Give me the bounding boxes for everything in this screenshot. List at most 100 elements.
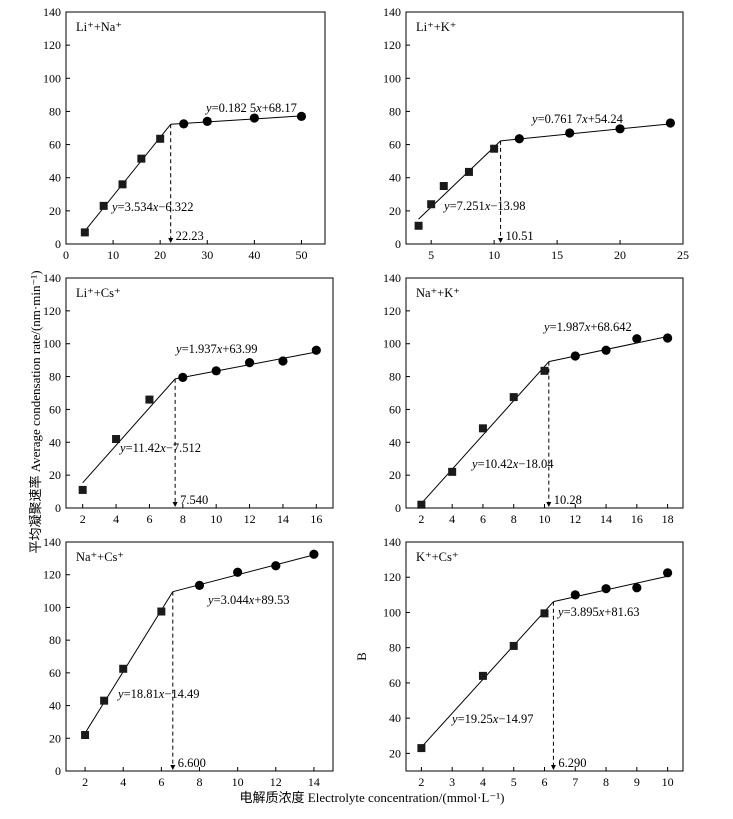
y-tick-label: 0 <box>395 501 401 515</box>
chart-panel-1: 0 20 40 60 80 100 120 140 0 10 20 30 40 50 Li⁺+Na⁺ 22.2… <box>43 5 326 262</box>
y-tick-label: 20 <box>49 204 61 218</box>
data-point-circle <box>601 345 611 355</box>
data-point-square <box>119 664 128 673</box>
y-tick-label: 120 <box>43 38 61 52</box>
y-tick-label: 140 <box>383 5 401 19</box>
panel-label: Na⁺+K⁺ <box>416 286 460 300</box>
y-tick-label: 20 <box>389 468 401 482</box>
data-point-circle <box>570 351 580 361</box>
x-tick-label: 20 <box>154 248 166 262</box>
data-point-circle <box>178 372 188 382</box>
y-tick-label: 120 <box>383 570 401 584</box>
data-point-square <box>417 500 426 509</box>
data-point-circle <box>309 549 319 559</box>
breakpoint-arrow <box>168 238 174 243</box>
x-tick-label: 5 <box>428 248 434 262</box>
x-tick-label: 25 <box>677 248 689 262</box>
breakpoint-arrow <box>170 765 176 770</box>
y-tick-label: 20 <box>49 731 61 745</box>
data-point-square <box>478 424 487 433</box>
x-tick-label: 9 <box>634 775 640 789</box>
y-tick-label: 80 <box>49 370 61 384</box>
panel-label: Li⁺+K⁺ <box>416 20 456 34</box>
x-tick-label: 4 <box>449 512 455 526</box>
data-point-circle <box>565 128 575 138</box>
y-tick-label: 80 <box>389 104 401 118</box>
x-tick-label: 10 <box>662 775 674 789</box>
x-tick-label: 2 <box>82 775 88 789</box>
x-tick-label: 14 <box>308 775 320 789</box>
x-tick-label: 12 <box>244 512 256 526</box>
y-tick-label: 100 <box>43 337 61 351</box>
y-tick-label: 0 <box>55 764 61 778</box>
x-tick-label: 4 <box>480 775 486 789</box>
fit-line-high <box>500 123 671 142</box>
fit-equation-high: y=0.761 7x+54.24 <box>530 112 624 126</box>
breakpoint-arrow <box>172 502 178 507</box>
y-tick-label: 60 <box>49 402 61 416</box>
x-tick-label: 12 <box>270 775 282 789</box>
data-point-circle <box>615 124 625 134</box>
plot-frame <box>405 541 684 772</box>
plot-frame <box>405 11 684 245</box>
data-point-square <box>464 167 473 176</box>
plot-frame <box>65 541 334 772</box>
y-tick-label: 140 <box>43 535 61 549</box>
y-tick-label: 140 <box>43 5 61 19</box>
data-point-square <box>112 435 121 443</box>
panel-y-axis-label: B <box>354 652 369 661</box>
x-tick-label: 7 <box>572 775 578 789</box>
breakpoint-label: 6.290 <box>558 756 586 770</box>
x-tick-label: 50 <box>295 248 307 262</box>
data-point-circle <box>570 590 580 600</box>
data-point-square <box>145 395 154 404</box>
breakpoint-arrow <box>546 502 552 507</box>
figure-x-axis-label: 电解质浓度 Electrolyte concentration/(mmol·L⁻… <box>240 790 505 805</box>
y-tick-label: 60 <box>49 666 61 680</box>
x-tick-label: 16 <box>631 512 643 526</box>
y-tick-label: 80 <box>389 641 401 655</box>
y-tick-label: 20 <box>389 204 401 218</box>
x-tick-label: 8 <box>603 775 609 789</box>
y-tick-label: 20 <box>49 468 61 482</box>
data-point-square <box>417 744 426 753</box>
fit-equation-high: y=3.044x+89.53 <box>206 593 290 607</box>
fit-line-low <box>82 378 176 484</box>
fit-line-high <box>170 115 302 125</box>
y-tick-label: 20 <box>389 746 401 760</box>
panel-label: Li⁺+Na⁺ <box>76 20 122 34</box>
x-tick-label: 10 <box>539 512 551 526</box>
data-point-square <box>157 607 166 616</box>
y-tick-label: 80 <box>49 633 61 647</box>
y-tick-label: 40 <box>49 171 61 185</box>
data-point-circle <box>514 134 524 144</box>
fit-equation-low: y=18.81x−14.49 <box>116 687 200 701</box>
data-point-square <box>81 731 90 740</box>
data-point-circle <box>271 561 281 571</box>
y-tick-label: 0 <box>395 237 401 251</box>
fit-line-high <box>175 351 317 380</box>
y-tick-label: 100 <box>43 71 61 85</box>
data-point-square <box>509 641 518 650</box>
x-tick-label: 8 <box>197 775 203 789</box>
x-tick-label: 4 <box>113 512 119 526</box>
x-tick-label: 8 <box>511 512 517 526</box>
fit-equation-high: y=0.182 5x+68.17 <box>204 101 297 115</box>
data-point-square <box>540 609 549 618</box>
fit-equation-high: y=1.937x+63.99 <box>174 342 258 356</box>
breakpoint-label: 10.51 <box>506 229 534 243</box>
x-tick-label: 20 <box>614 248 626 262</box>
fit-equation-low: y=19.25x−14.97 <box>450 712 534 726</box>
data-point-circle <box>233 567 243 577</box>
fit-equation-low: y=3.534x−6.322 <box>110 200 194 214</box>
y-tick-label: 40 <box>49 699 61 713</box>
x-tick-label: 2 <box>418 775 424 789</box>
data-point-square <box>118 180 127 189</box>
data-point-circle <box>194 580 205 590</box>
plot-frame <box>65 11 326 245</box>
y-tick-label: 40 <box>389 711 401 725</box>
breakpoint-label: 10.28 <box>554 493 582 507</box>
y-tick-label: 60 <box>49 138 61 152</box>
data-point-circle <box>249 113 259 123</box>
x-tick-label: 0 <box>63 248 69 262</box>
